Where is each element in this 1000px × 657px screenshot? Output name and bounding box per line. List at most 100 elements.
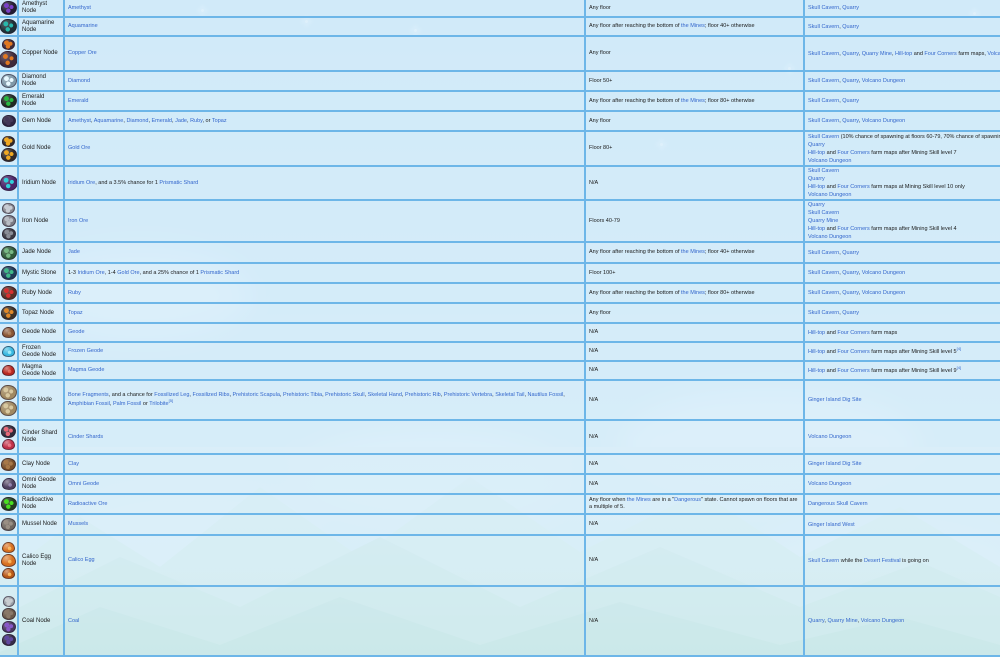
- wiki-link[interactable]: Volcano Dungeon: [861, 270, 906, 276]
- bone-node-icon[interactable]: [0, 384, 17, 400]
- wiki-link[interactable]: [4]: [956, 365, 962, 371]
- wiki-link[interactable]: Skeletal Tail: [495, 392, 525, 399]
- wiki-link[interactable]: Skull Cavern: [808, 270, 840, 276]
- wiki-link[interactable]: the Mines: [681, 289, 705, 296]
- jade-node-icon[interactable]: [0, 245, 17, 260]
- wiki-link[interactable]: Skull Cavern: [808, 118, 840, 124]
- wiki-link[interactable]: Diamond: [68, 77, 91, 84]
- wiki-link[interactable]: Cinder Shards: [68, 433, 104, 440]
- wiki-link[interactable]: Emerald: [68, 97, 89, 104]
- wiki-link[interactable]: Prismatic Shard: [159, 179, 199, 186]
- wiki-link[interactable]: Hill-top: [808, 329, 826, 336]
- wiki-link[interactable]: Quarry: [842, 98, 860, 104]
- cinder-shard-node-icon[interactable]: [2, 438, 15, 450]
- wiki-link[interactable]: Four Corners: [837, 329, 870, 336]
- wiki-link[interactable]: the Mines: [681, 23, 705, 29]
- iron-node-icon[interactable]: [1, 227, 16, 240]
- wiki-link[interactable]: Mussels: [68, 521, 89, 527]
- mussel-node-icon[interactable]: [1, 518, 16, 531]
- wiki-link[interactable]: the Mines: [626, 497, 651, 503]
- wiki-link[interactable]: Calico Egg: [68, 557, 95, 563]
- wiki-link[interactable]: Topaz: [68, 309, 83, 316]
- wiki-link[interactable]: Diamond: [126, 117, 149, 124]
- wiki-link[interactable]: Ruby: [190, 117, 203, 124]
- wiki-link[interactable]: Iron Ore: [68, 217, 89, 224]
- wiki-link[interactable]: Four Corners: [837, 367, 870, 374]
- cinder-shard-node-icon[interactable]: [1, 424, 16, 438]
- topaz-node-icon[interactable]: [0, 306, 17, 320]
- wiki-link[interactable]: [4]: [956, 346, 962, 352]
- wiki-link[interactable]: Prehistoric Rib: [404, 392, 441, 399]
- wiki-link[interactable]: Four Corners: [837, 348, 870, 355]
- wiki-link[interactable]: Quarry Mine: [808, 218, 839, 224]
- calico-egg-node-icon[interactable]: [2, 542, 15, 553]
- wiki-link[interactable]: Hill-top: [808, 184, 826, 190]
- wiki-link[interactable]: Fossilized Ribs: [192, 392, 230, 399]
- wiki-link[interactable]: Prehistoric Tibia: [282, 392, 323, 399]
- wiki-link[interactable]: Volcano Dungeon: [808, 192, 852, 198]
- wiki-link[interactable]: [5]: [168, 398, 174, 404]
- wiki-link[interactable]: Quarry: [842, 249, 860, 256]
- wiki-link[interactable]: Volcano Dungeon: [808, 434, 852, 440]
- wiki-link[interactable]: Ruby: [68, 289, 81, 296]
- wiki-link[interactable]: Desert Festival: [863, 557, 901, 564]
- wiki-link[interactable]: Quarry: [842, 5, 860, 11]
- wiki-link[interactable]: Hill-top: [808, 367, 826, 374]
- wiki-link[interactable]: Bone Fragments: [68, 392, 109, 399]
- wiki-link[interactable]: Volcano Dungeon: [861, 118, 906, 124]
- wiki-link[interactable]: Volcano Dungeon: [808, 234, 852, 240]
- wiki-link[interactable]: Four Corners: [837, 184, 870, 190]
- wiki-link[interactable]: Skull Cavern: [808, 168, 840, 174]
- wiki-link[interactable]: Amethyst: [68, 4, 91, 11]
- iron-node-icon[interactable]: [2, 202, 15, 214]
- iridium-node-icon[interactable]: [0, 175, 17, 191]
- wiki-link[interactable]: Dangerous: [674, 497, 702, 503]
- coal-node-icon[interactable]: [1, 621, 16, 633]
- frozen-geode-node-icon[interactable]: [2, 346, 15, 357]
- wiki-link[interactable]: Skeletal Hand: [367, 392, 402, 399]
- aquamarine-node-icon[interactable]: [0, 19, 17, 34]
- wiki-link[interactable]: Prismatic Shard: [200, 269, 240, 276]
- wiki-link[interactable]: Hill-top: [808, 149, 826, 156]
- wiki-link[interactable]: Radioactive Ore: [68, 500, 108, 507]
- wiki-link[interactable]: Aquamarine: [93, 117, 124, 124]
- wiki-link[interactable]: Prehistoric Skull: [325, 392, 365, 399]
- wiki-link[interactable]: the Mines: [681, 249, 705, 255]
- geode-node-icon[interactable]: [2, 327, 15, 338]
- wiki-link[interactable]: Topaz: [211, 117, 227, 124]
- wiki-link[interactable]: Volcano Dungeon: [860, 618, 905, 624]
- wiki-link[interactable]: Nautilus Fossil: [527, 392, 564, 399]
- wiki-link[interactable]: Jade: [175, 117, 187, 124]
- wiki-link[interactable]: Quarry: [808, 618, 825, 624]
- diamond-node-icon[interactable]: [0, 74, 17, 88]
- wiki-link[interactable]: Skull Cavern: [808, 290, 840, 296]
- gold-node-icon[interactable]: [2, 135, 15, 147]
- ruby-node-icon[interactable]: [0, 286, 17, 300]
- wiki-link[interactable]: Four Corners: [924, 50, 957, 57]
- gold-node-icon[interactable]: [0, 147, 17, 162]
- wiki-link[interactable]: Skull Cavern: [808, 50, 840, 57]
- wiki-link[interactable]: Quarry: [842, 78, 859, 84]
- wiki-link[interactable]: Clay: [68, 460, 80, 467]
- wiki-link[interactable]: Skull Cavern: [808, 249, 840, 256]
- wiki-link[interactable]: Gold Ore: [68, 145, 91, 151]
- emerald-node-icon[interactable]: [0, 94, 17, 108]
- wiki-link[interactable]: Skull Cavern: [808, 23, 840, 30]
- wiki-link[interactable]: Skull Cavern: [808, 5, 840, 11]
- wiki-link[interactable]: Volcano Dungeon: [808, 157, 852, 164]
- wiki-link[interactable]: Hill-top: [895, 50, 913, 57]
- omni-geode-node-icon[interactable]: [1, 478, 16, 490]
- wiki-link[interactable]: Emerald: [151, 117, 172, 124]
- wiki-link[interactable]: Jade: [68, 249, 80, 255]
- coal-node-icon[interactable]: [1, 634, 16, 646]
- wiki-link[interactable]: Ginger Island West: [808, 521, 855, 528]
- wiki-link[interactable]: Amphibian Fossil: [68, 400, 110, 407]
- wiki-link[interactable]: Omni Geode: [68, 480, 100, 487]
- amethyst-node-icon[interactable]: [0, 1, 17, 15]
- mystic-stone-icon[interactable]: [0, 266, 17, 280]
- wiki-link[interactable]: Quarry: [842, 290, 859, 296]
- wiki-link[interactable]: Quarry Mine: [827, 618, 858, 624]
- wiki-link[interactable]: Quarry: [842, 270, 859, 276]
- wiki-link[interactable]: Skull Cavern: [808, 78, 840, 84]
- copper-node-icon[interactable]: [0, 51, 17, 68]
